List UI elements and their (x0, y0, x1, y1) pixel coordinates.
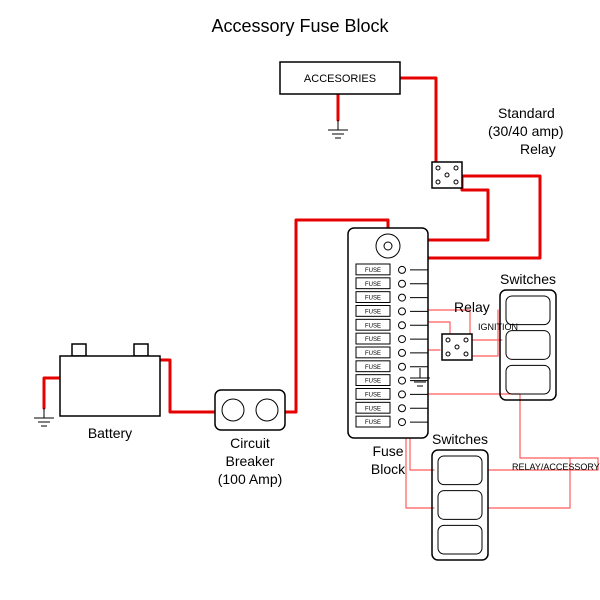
breaker-label-3: (100 Amp) (218, 471, 283, 487)
wire-thin-5 (400, 394, 598, 458)
svg-text:FUSE: FUSE (365, 365, 381, 371)
svg-text:FUSE: FUSE (365, 406, 381, 412)
svg-text:FUSE: FUSE (365, 323, 381, 329)
battery (60, 356, 160, 416)
fuse-block-label-2: Block (371, 461, 406, 477)
svg-text:FUSE: FUSE (365, 351, 381, 357)
diagram-title: Accessory Fuse Block (211, 16, 389, 36)
svg-text:FUSE: FUSE (365, 296, 381, 302)
accessories-label: ACCESORIES (304, 73, 376, 85)
svg-text:FUSE: FUSE (365, 268, 381, 274)
svg-text:FUSE: FUSE (365, 309, 381, 315)
wire-heavy-1 (160, 360, 218, 412)
relay-accessory-label: RELAY/ACCESSORY (512, 462, 600, 472)
standard-relay-label-1: Standard (498, 105, 555, 121)
svg-text:FUSE: FUSE (365, 379, 381, 385)
wire-heavy-4 (400, 78, 436, 162)
svg-text:FUSE: FUSE (365, 282, 381, 288)
switches-top-label: Switches (500, 271, 556, 287)
fuse-block-label-1: Fuse (372, 443, 403, 459)
circuit-breaker (215, 390, 285, 430)
standard-relay-label-2: (30/40 amp) (488, 123, 563, 139)
switches-bottom-label: Switches (432, 431, 488, 447)
wire-thin-4 (470, 310, 498, 356)
standard-relay-label-3: Relay (520, 141, 556, 157)
svg-text:FUSE: FUSE (365, 337, 381, 343)
battery-label: Battery (88, 425, 132, 441)
breaker-label-1: Circuit (230, 435, 270, 451)
svg-text:FUSE: FUSE (365, 392, 381, 398)
switches-top (500, 290, 556, 400)
breaker-label-2: Breaker (225, 453, 274, 469)
relay-label: Relay (454, 299, 490, 315)
svg-text:FUSE: FUSE (365, 420, 381, 426)
switches-bottom (432, 450, 488, 560)
